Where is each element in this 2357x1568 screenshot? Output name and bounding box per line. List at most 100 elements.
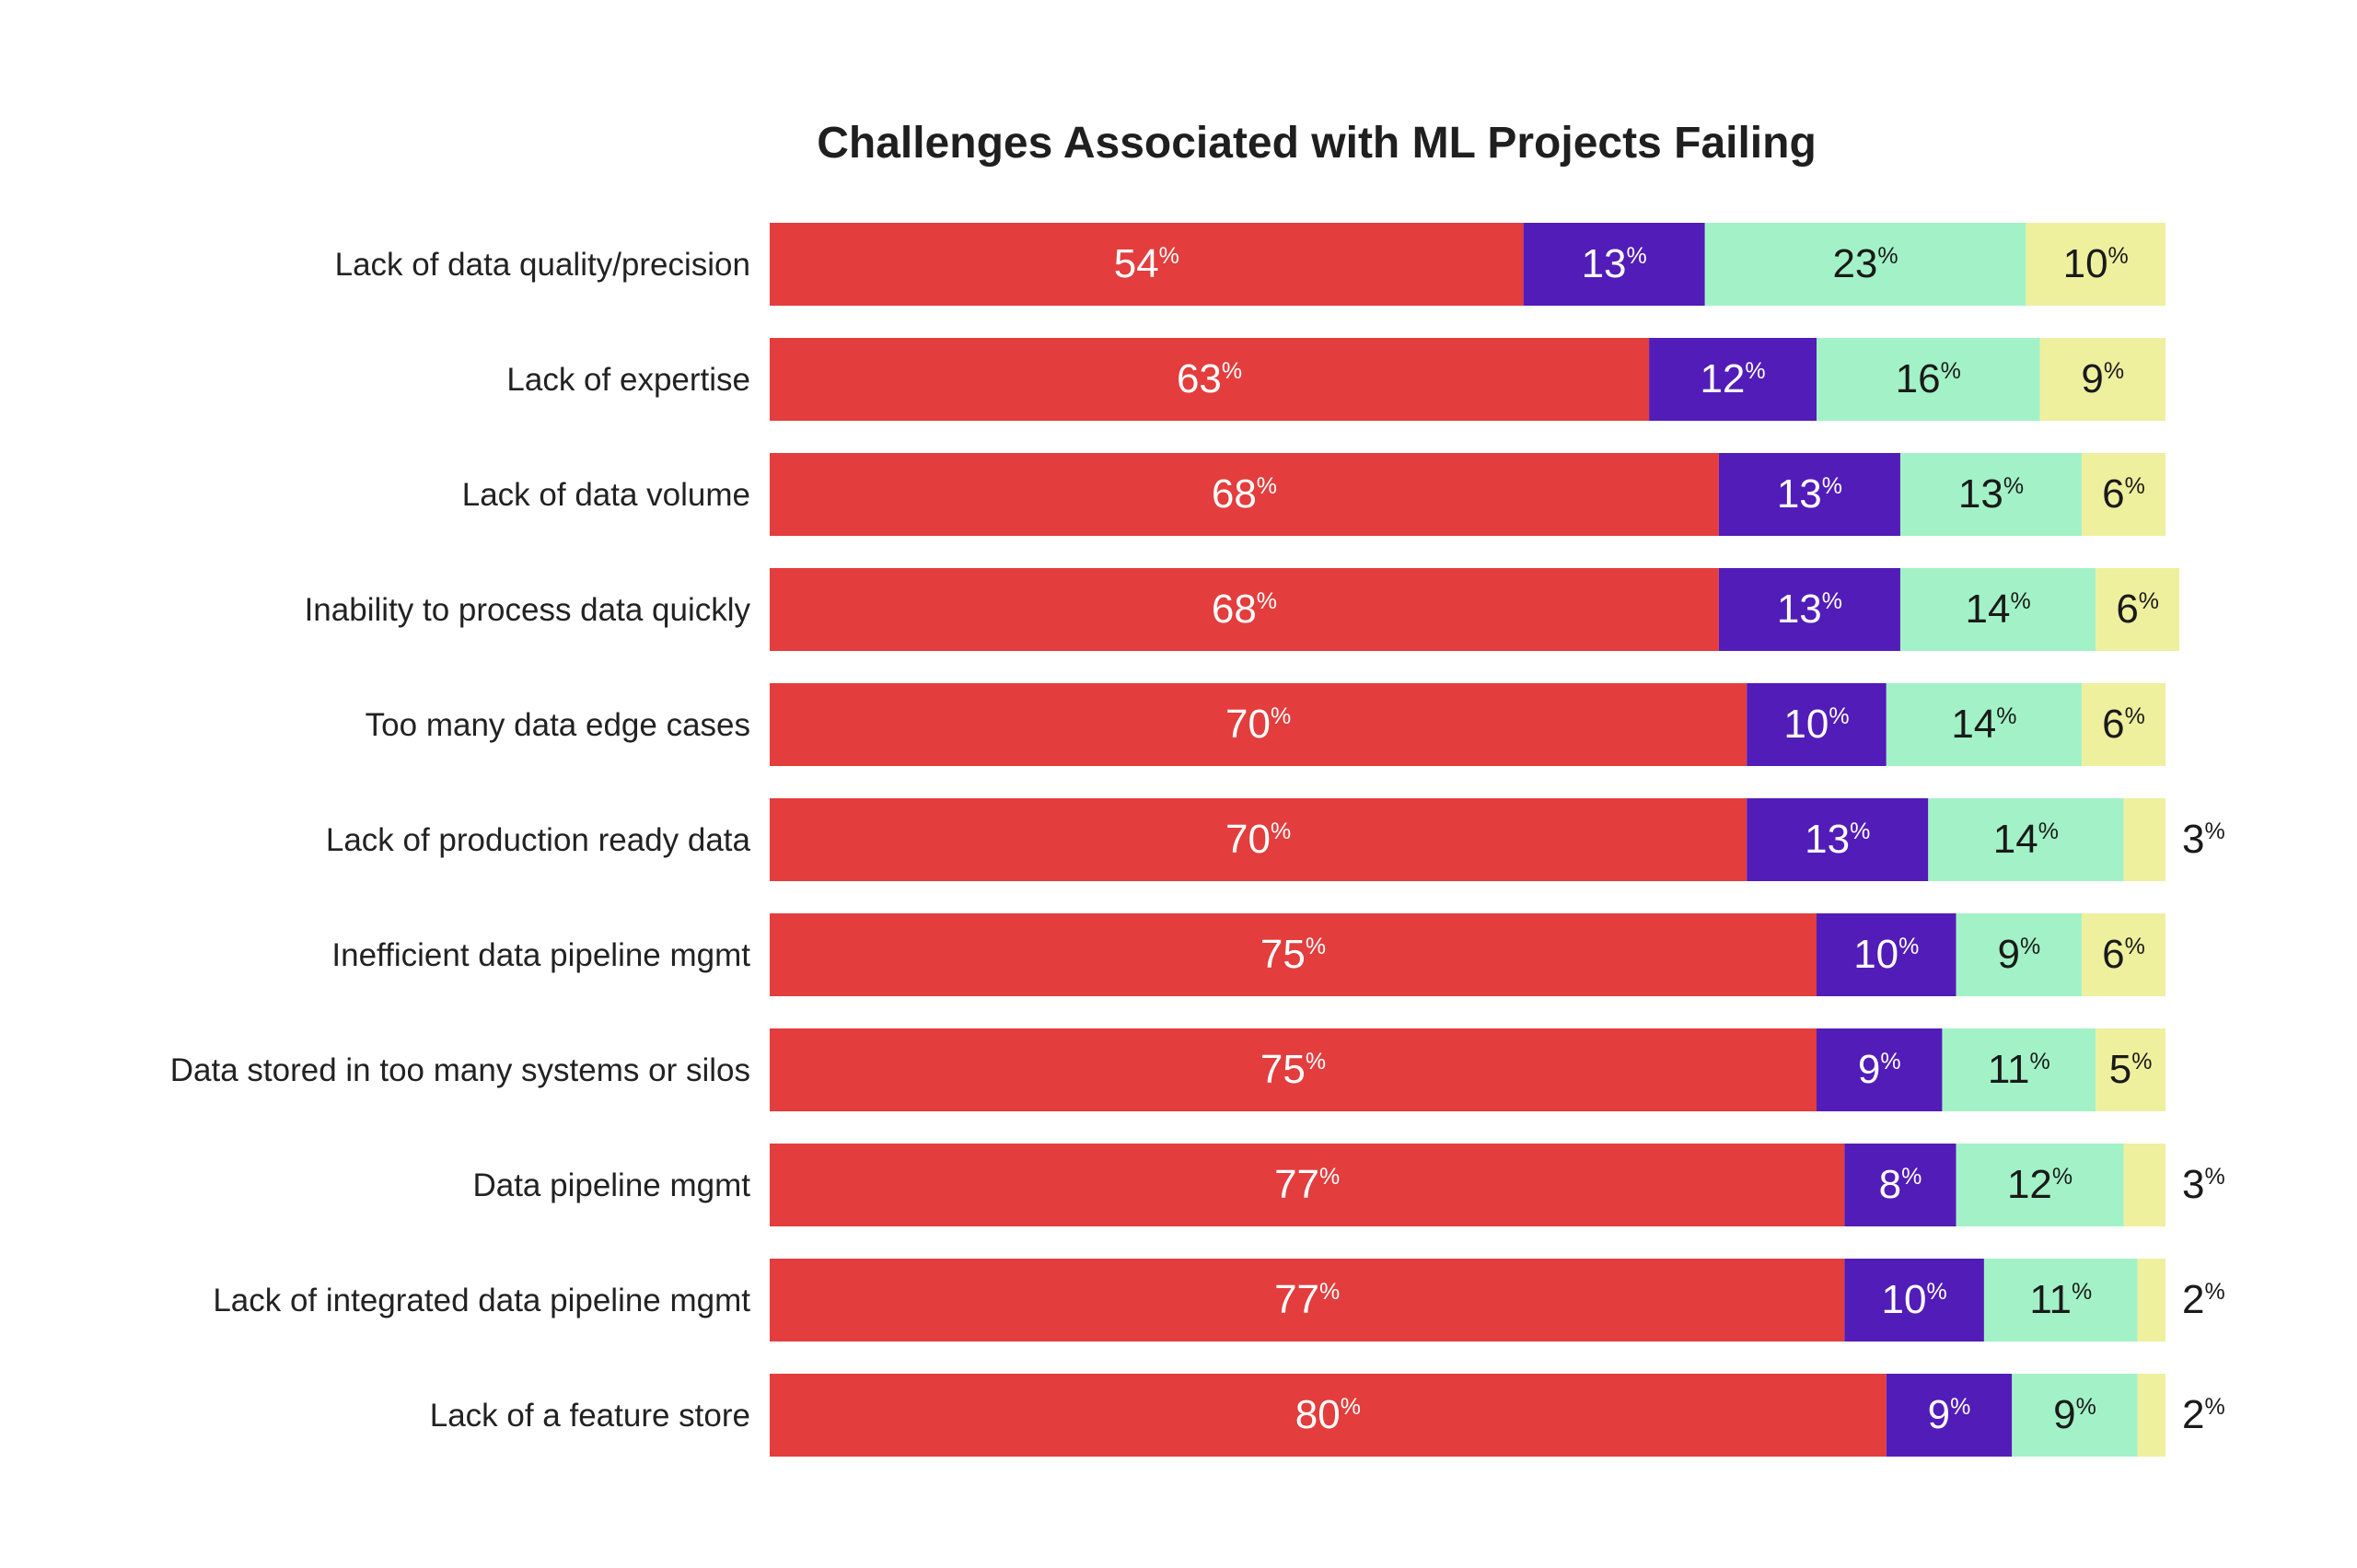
bar-segment-4 [2123,1144,2165,1226]
data-label: 9% [1928,1392,1971,1437]
category-label: Lack of a feature store [430,1398,750,1434]
value-labels: 54% 13% 23% 10% 63% 12% 16% 9% 68% 13% 13% 6% 68% 13%… [1114,241,2225,1437]
data-label: 6% [2102,702,2145,747]
data-label: 6% [2102,932,2145,977]
data-label: 10% [1882,1277,1947,1322]
data-label: 77% [1274,1277,1340,1322]
bar-segment-3 [2012,1374,2138,1457]
bar-segment-4 [2137,1259,2165,1342]
data-label: 2% [2182,1277,2225,1322]
data-label: 23% [1832,241,1898,286]
bar-segment-1 [770,913,1817,996]
data-label: 70% [1225,702,1291,747]
bar-segment-2 [1718,568,1900,651]
data-label: 14% [1965,587,2030,632]
data-label: 68% [1212,471,1277,517]
bar-segment-1 [770,453,1719,536]
data-label: 11% [2029,1277,2092,1322]
data-label: 8% [1879,1162,1922,1207]
data-label: 3% [2182,1162,2225,1207]
bar-segment-2 [1844,1144,1956,1226]
data-label: 6% [2116,587,2159,632]
data-label: 13% [1805,817,1870,862]
data-label: 13% [1582,241,1647,286]
bar-segment-3 [1956,1144,2124,1226]
category-label: Lack of data quality/precision [335,247,750,283]
bar-segment-3 [1983,1259,2138,1342]
bar-segment-2 [1817,913,1956,996]
bar-segment-1 [770,1259,1845,1342]
data-label: 54% [1114,241,1179,286]
data-label: 75% [1260,1047,1326,1092]
data-label: 12% [1700,356,1765,401]
bar-segment-4 [2096,568,2180,651]
data-label: 6% [2102,471,2145,517]
data-label: 13% [1958,471,2024,517]
bar-segment-2 [1844,1259,1984,1342]
data-label: 75% [1260,932,1326,977]
bar-segment-1 [770,683,1747,766]
bar-segment-2 [1747,683,1887,766]
bar-segment-4 [2137,1374,2165,1457]
category-label: Lack of data volume [462,477,750,513]
bar-segment-2 [1886,1374,2013,1457]
bars [770,223,2180,1457]
data-label: 9% [2053,1392,2096,1437]
bar-segment-3 [1956,913,2083,996]
category-label: Too many data edge cases [366,707,750,743]
data-label: 70% [1225,817,1291,862]
category-label: Data pipeline mgmt [472,1167,750,1203]
bar-segment-1 [770,1144,1845,1226]
bar-segment-3 [1899,568,2096,651]
data-label: 10% [1783,702,1849,747]
data-label: 10% [1853,932,1919,977]
data-label: 13% [1777,471,1842,517]
data-label: 14% [1993,817,2059,862]
data-label: 9% [1858,1047,1901,1092]
data-label: 80% [1295,1392,1361,1437]
bar-segment-1 [770,223,1524,306]
category-label: Lack of expertise [506,362,750,398]
category-labels: Lack of data quality/precision Lack of ex… [170,247,751,1434]
bar-segment-1 [770,1374,1887,1457]
bar-segment-4 [2096,1028,2165,1111]
category-label: Inefficient data pipeline mgmt [331,937,750,973]
data-label: 5% [2109,1047,2153,1092]
bar-segment-1 [770,798,1747,881]
bar-segment-3 [1899,453,2083,536]
data-label: 13% [1777,587,1842,632]
data-label: 10% [2063,241,2129,286]
data-label: 11% [1988,1047,2050,1092]
bar-segment-4 [2039,338,2165,421]
data-label: 3% [2182,817,2225,862]
data-label: 9% [2081,356,2124,401]
bar-segment-3 [1928,798,2124,881]
category-label: Inability to process data quickly [305,592,751,628]
bar-segment-2 [1649,338,1817,421]
data-label: 63% [1177,356,1242,401]
data-label: 68% [1212,587,1277,632]
bar-segment-3 [1886,683,2083,766]
data-label: 12% [2007,1162,2073,1207]
data-label: 14% [1951,702,2016,747]
bar-segment-4 [2082,453,2165,536]
bar-segment-1 [770,568,1719,651]
data-label: 9% [1997,932,2040,977]
bar-segment-3 [1942,1028,2096,1111]
bar-segment-2 [1718,453,1900,536]
bar-segment-1 [770,1028,1817,1111]
bar-segment-2 [1817,1028,1943,1111]
bar-segment-2 [1523,223,1705,306]
data-label: 16% [1896,356,1961,401]
bar-segment-2 [1747,798,1929,881]
bar-segment-4 [2026,223,2165,306]
bar-segment-4 [2082,683,2165,766]
category-label: Data stored in too many systems or silos [170,1052,750,1088]
bar-segment-4 [2082,913,2165,996]
data-label: 77% [1274,1162,1340,1207]
bar-segment-4 [2123,798,2165,881]
category-label: Lack of production ready data [326,822,751,858]
bar-segment-3 [1704,223,2026,306]
